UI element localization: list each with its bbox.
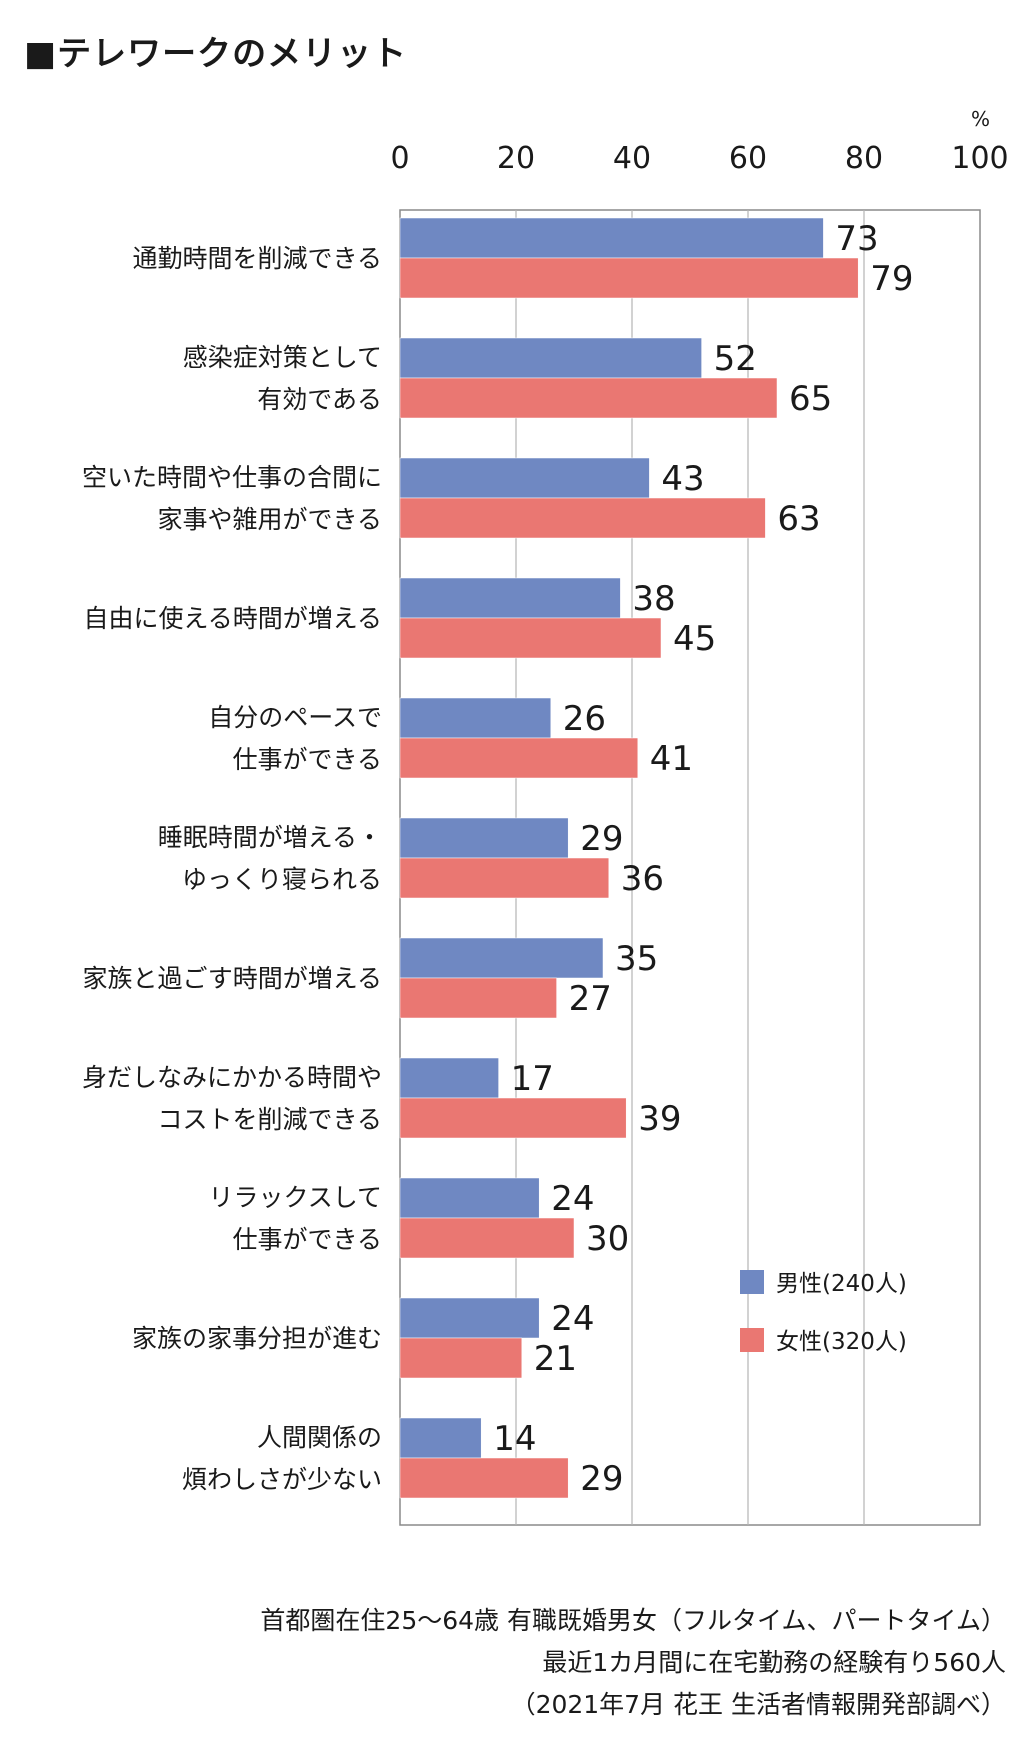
- category-label: 家族と過ごす時間が増える: [82, 964, 382, 993]
- category-label: 有効である: [257, 385, 382, 414]
- category-label: 身だしなみにかかる時間や: [82, 1063, 382, 1092]
- category-label: 人間関係の: [257, 1423, 382, 1452]
- category-label: ゆっくり寝られる: [182, 865, 382, 894]
- bar-male: [399, 217, 824, 259]
- data-label: 65: [789, 379, 832, 419]
- data-label: 29: [580, 819, 623, 859]
- category-label: 自分のペースで: [208, 703, 382, 732]
- bar-male: [399, 577, 621, 619]
- bar-male: [399, 1297, 540, 1339]
- bar-female: [399, 497, 766, 539]
- data-label: 36: [621, 859, 664, 899]
- note-line: 最近1カ月間に在宅勤務の経験有り560人: [542, 1648, 1006, 1677]
- bar-female: [399, 1097, 627, 1139]
- bar-female: [399, 1457, 569, 1499]
- bar-female: [399, 257, 859, 299]
- data-label: 41: [650, 739, 693, 779]
- x-tick-label: 60: [729, 141, 767, 176]
- data-label: 24: [551, 1299, 594, 1339]
- bar-male: [399, 1057, 499, 1099]
- bar-male: [399, 697, 552, 739]
- category-label: 煩わしさが少ない: [182, 1465, 382, 1494]
- data-label: 21: [534, 1339, 577, 1379]
- category-label: 空いた時間や仕事の合間に: [82, 463, 382, 492]
- data-label: 39: [638, 1099, 681, 1139]
- legend-label: 男性(240人): [776, 1271, 907, 1297]
- bar-male: [399, 1417, 482, 1459]
- x-tick-label: 20: [497, 141, 535, 176]
- data-label: 35: [615, 939, 658, 979]
- bar-female: [399, 857, 610, 899]
- category-label: 家族の家事分担が進む: [132, 1324, 382, 1353]
- x-tick-label: 0: [390, 141, 409, 176]
- bar-male: [399, 337, 702, 379]
- note-line: 首都圏在住25〜64歳 有職既婚男女（フルタイム、パートタイム）: [260, 1606, 1006, 1635]
- data-label: 63: [777, 499, 820, 539]
- category-label: 自由に使える時間が増える: [83, 604, 382, 633]
- bar-male: [399, 457, 650, 499]
- bar-female: [399, 737, 639, 779]
- bar-female: [399, 377, 778, 419]
- bar-female: [399, 977, 557, 1019]
- legend-swatch: [740, 1328, 764, 1352]
- bar-female: [399, 1217, 575, 1259]
- x-tick-label: 40: [613, 141, 651, 176]
- note-line: （2021年7月 花王 生活者情報開発部調べ）: [510, 1690, 1006, 1719]
- category-label: リラックスして: [208, 1183, 382, 1212]
- data-label: 14: [493, 1419, 536, 1459]
- category-label: 仕事ができる: [232, 1225, 382, 1254]
- category-label: コストを削減できる: [157, 1105, 382, 1134]
- data-label: 30: [586, 1219, 629, 1259]
- bar-male: [399, 1177, 540, 1219]
- x-tick-label: 100: [951, 141, 1008, 176]
- bar-male: [399, 817, 569, 859]
- bar-female: [399, 1337, 523, 1379]
- category-label: 通勤時間を削減できる: [132, 244, 382, 273]
- data-label: 45: [673, 619, 716, 659]
- category-label: 睡眠時間が増える・: [158, 823, 382, 852]
- bar-male: [399, 937, 604, 979]
- data-label: 27: [569, 979, 612, 1019]
- legend-label: 女性(320人): [776, 1329, 907, 1355]
- x-axis-unit: %: [971, 107, 990, 131]
- category-label: 仕事ができる: [232, 745, 382, 774]
- x-tick-label: 80: [845, 141, 883, 176]
- data-label: 73: [835, 219, 878, 259]
- data-label: 79: [870, 259, 913, 299]
- legend-swatch: [740, 1270, 764, 1294]
- bar-female: [399, 617, 662, 659]
- data-label: 29: [580, 1459, 623, 1499]
- data-label: 24: [551, 1179, 594, 1219]
- data-label: 43: [661, 459, 704, 499]
- data-label: 38: [632, 579, 675, 619]
- data-label: 26: [563, 699, 606, 739]
- category-label: 感染症対策として: [183, 343, 382, 372]
- category-label: 家事や雑用ができる: [157, 505, 382, 534]
- data-label: 52: [714, 339, 757, 379]
- source-notes: 首都圏在住25〜64歳 有職既婚男女（フルタイム、パートタイム） 最近1カ月間に…: [260, 1600, 1006, 1726]
- data-label: 17: [511, 1059, 554, 1099]
- chart-title: ■テレワークのメリット: [24, 34, 408, 74]
